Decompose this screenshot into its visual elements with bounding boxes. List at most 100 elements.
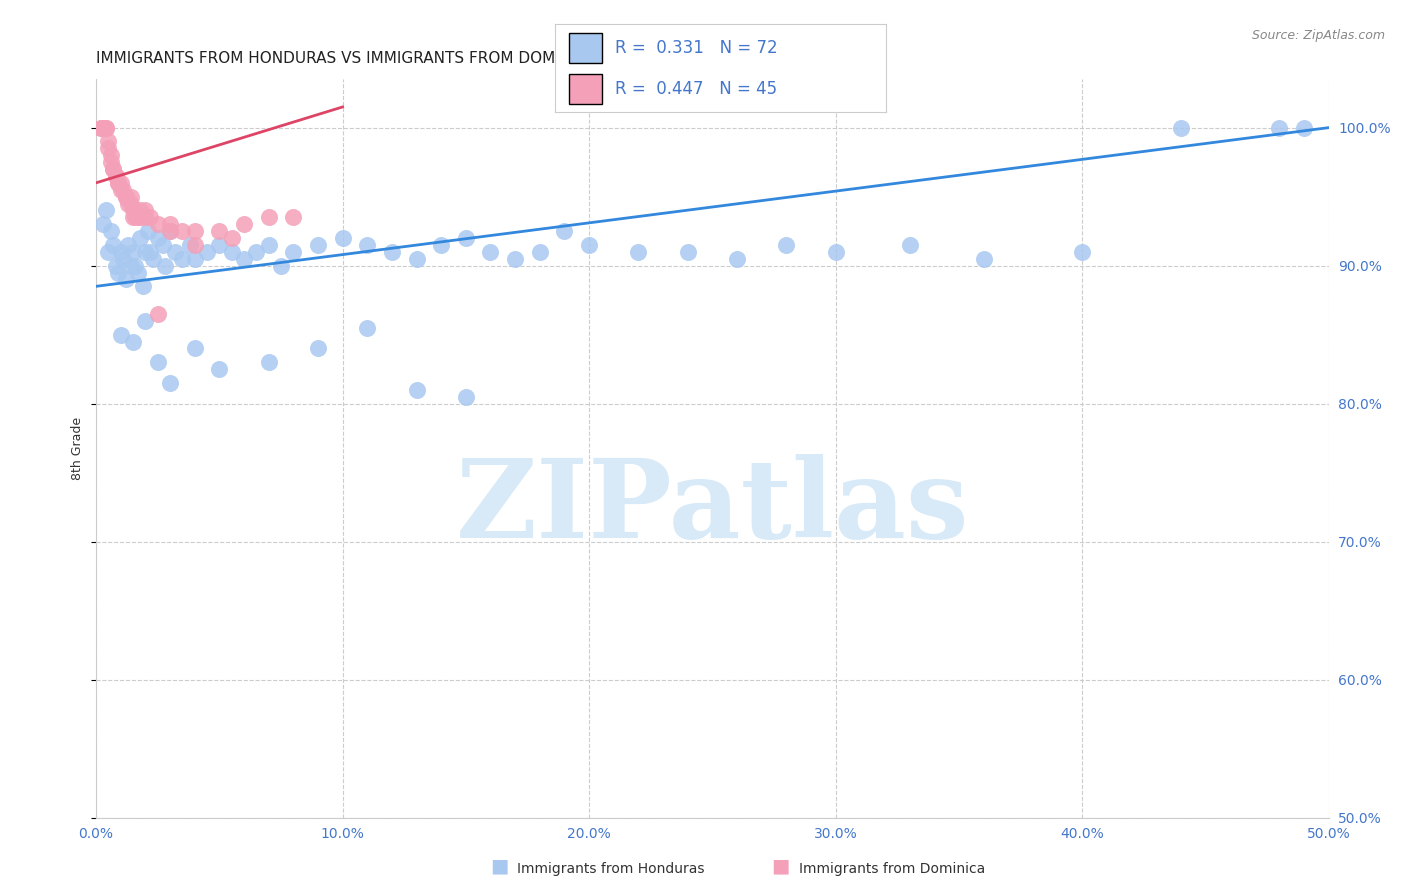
Point: [134, 203, 156, 218]
Point: [110, 183, 132, 197]
Point: [381, 244, 404, 259]
Point: [117, 196, 139, 211]
Point: [103, 162, 125, 177]
Point: [122, 334, 145, 349]
Point: [356, 320, 378, 334]
Point: [146, 217, 169, 231]
Text: Immigrants from Dominica: Immigrants from Dominica: [799, 862, 984, 876]
Point: [110, 327, 132, 342]
Point: [183, 252, 205, 266]
Point: [134, 314, 156, 328]
Point: [454, 231, 477, 245]
Point: [183, 224, 205, 238]
Y-axis label: 8th Grade: 8th Grade: [72, 417, 84, 480]
Point: [195, 244, 218, 259]
Point: [898, 238, 921, 252]
Point: [100, 224, 122, 238]
Point: [107, 266, 129, 280]
Point: [129, 231, 152, 245]
Point: [134, 244, 156, 259]
Point: [283, 211, 305, 225]
Point: [405, 252, 427, 266]
Point: [93, 120, 115, 135]
Point: [356, 238, 378, 252]
Text: Source: ZipAtlas.com: Source: ZipAtlas.com: [1251, 29, 1385, 42]
Point: [114, 189, 136, 203]
Point: [824, 244, 846, 259]
Point: [117, 238, 139, 252]
Point: [104, 169, 127, 183]
Point: [120, 189, 142, 203]
Point: [100, 155, 122, 169]
Text: IMMIGRANTS FROM HONDURAS VS IMMIGRANTS FROM DOMINICA 8TH GRADE CORRELATION CHART: IMMIGRANTS FROM HONDURAS VS IMMIGRANTS F…: [96, 51, 860, 66]
Point: [122, 211, 145, 225]
Point: [159, 217, 181, 231]
Point: [103, 162, 125, 177]
Point: [627, 244, 650, 259]
Point: [112, 252, 135, 266]
Point: [257, 211, 280, 225]
Point: [104, 169, 127, 183]
Point: [221, 244, 243, 259]
Point: [114, 189, 136, 203]
Point: [233, 252, 256, 266]
Point: [142, 252, 165, 266]
Point: [134, 211, 156, 225]
Point: [129, 203, 152, 218]
Point: [90, 120, 112, 135]
Point: [107, 176, 129, 190]
Point: [132, 279, 155, 293]
Point: [454, 390, 477, 404]
Point: [159, 224, 181, 238]
Point: [283, 244, 305, 259]
Point: [257, 238, 280, 252]
Point: [479, 244, 502, 259]
Point: [120, 196, 142, 211]
Point: [139, 244, 162, 259]
Point: [578, 238, 600, 252]
Text: R =  0.447   N = 45: R = 0.447 N = 45: [614, 79, 778, 98]
Point: [676, 244, 699, 259]
Point: [172, 252, 194, 266]
Point: [100, 148, 122, 162]
Point: [122, 244, 145, 259]
Point: [233, 217, 256, 231]
Point: [725, 252, 748, 266]
Point: [122, 203, 145, 218]
Point: [270, 259, 292, 273]
Point: [257, 355, 280, 369]
Point: [146, 231, 169, 245]
FancyBboxPatch shape: [568, 74, 602, 103]
Point: [245, 244, 267, 259]
Point: [153, 259, 176, 273]
Point: [139, 211, 162, 225]
Point: [127, 266, 149, 280]
Point: [124, 259, 146, 273]
Point: [332, 231, 354, 245]
Point: [104, 259, 127, 273]
Point: [973, 252, 995, 266]
Text: ZIPatlas: ZIPatlas: [456, 454, 969, 561]
Text: Immigrants from Honduras: Immigrants from Honduras: [517, 862, 704, 876]
Point: [124, 211, 146, 225]
Point: [529, 244, 551, 259]
Text: ■: ■: [489, 857, 509, 876]
Point: [146, 355, 169, 369]
Point: [1071, 244, 1094, 259]
Point: [1292, 120, 1315, 135]
Text: ■: ■: [770, 857, 790, 876]
Point: [159, 376, 181, 390]
Point: [146, 307, 169, 321]
Point: [307, 342, 329, 356]
Point: [183, 238, 205, 252]
Point: [1268, 120, 1291, 135]
Point: [93, 120, 115, 135]
Point: [127, 211, 149, 225]
Point: [110, 244, 132, 259]
Point: [97, 141, 120, 155]
Point: [503, 252, 526, 266]
Point: [97, 244, 120, 259]
Point: [107, 176, 129, 190]
Point: [110, 176, 132, 190]
Point: [120, 259, 142, 273]
